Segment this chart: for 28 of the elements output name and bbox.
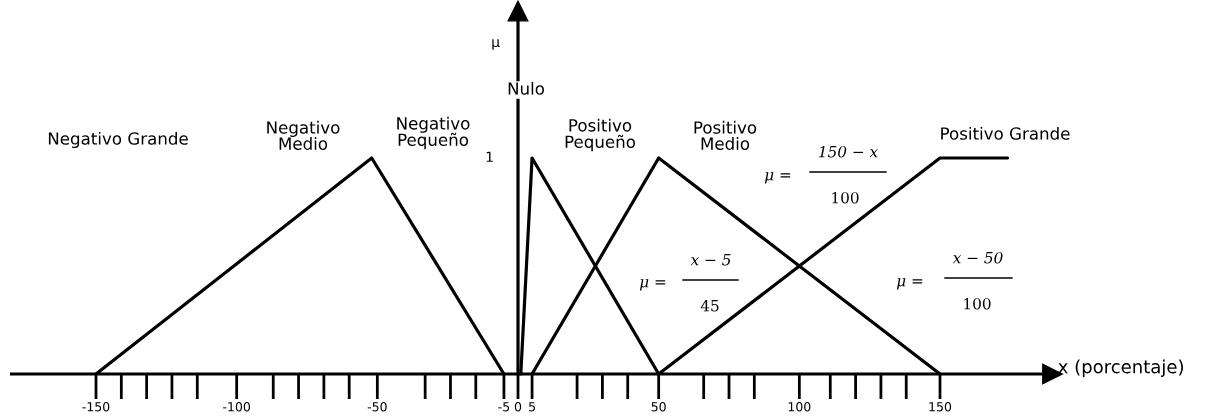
text: Negativo Pequeño: [397, 116, 470, 150]
annotation: x − 50: [952, 251, 1003, 264]
text: Positivo Medio: [694, 120, 757, 150]
x-tick-label: 5: [529, 402, 535, 412]
x-tick-label: 150: [929, 402, 952, 412]
x-tick-label: -100: [223, 402, 251, 412]
annotation: 45: [700, 299, 719, 312]
annotation: μ =: [896, 278, 923, 290]
x-tick-label: 50: [651, 402, 666, 412]
x-tick-label: -50: [367, 402, 387, 412]
x-tick-label: -150: [82, 402, 110, 412]
annotation: 100: [832, 191, 859, 204]
text: 150 − x: [818, 145, 878, 158]
text: Positivo Grande: [941, 126, 1070, 140]
x-tick-label: 100: [788, 402, 811, 412]
x-axis-title: x (porcentaje): [1058, 359, 1183, 377]
text: Negativo Medio: [267, 120, 340, 150]
x-tick-label: 0: [514, 402, 522, 412]
annotation: μ =: [639, 279, 666, 291]
annotation: 1: [486, 151, 493, 162]
x-tick-label: -5: [498, 402, 510, 412]
annotation: 100: [964, 297, 991, 310]
text: Positivo Pequeño: [565, 118, 636, 152]
text: μ: [492, 39, 500, 50]
annotation: μ =: [764, 172, 791, 184]
annotation: x − 5: [690, 254, 731, 266]
text: Negativo Grande: [48, 131, 188, 149]
text: Nulo: [508, 81, 545, 95]
